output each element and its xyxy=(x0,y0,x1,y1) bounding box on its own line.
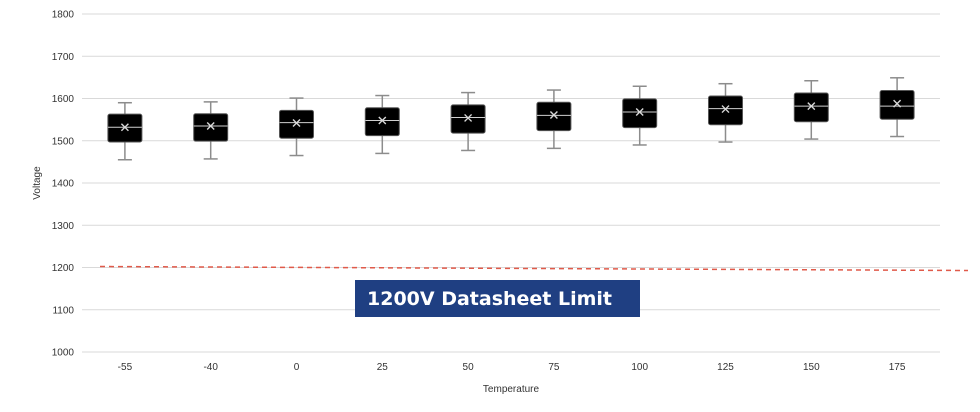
mean-marker xyxy=(807,102,816,111)
x-tick-label: -55 xyxy=(118,362,133,373)
box-plot--55 xyxy=(107,101,143,161)
box-plot-150 xyxy=(793,80,829,140)
box-plot-100 xyxy=(622,85,658,146)
box-plot-25 xyxy=(364,94,400,155)
mean-marker xyxy=(635,108,644,117)
datasheet-limit-line xyxy=(99,265,969,272)
x-tick-label: 125 xyxy=(717,362,734,373)
x-tick-label: 175 xyxy=(889,362,906,373)
box-iqr xyxy=(879,89,915,120)
y-tick-label: 1600 xyxy=(52,94,75,105)
y-tick-label: 1400 xyxy=(52,179,75,190)
box-plot-175 xyxy=(879,77,915,138)
mean-marker xyxy=(206,121,215,130)
y-tick-label: 1800 xyxy=(52,10,75,21)
reference-line-group xyxy=(99,265,969,272)
x-tick-label: 25 xyxy=(377,362,389,373)
x-tick-label: -40 xyxy=(203,362,218,373)
box-iqr xyxy=(622,98,658,129)
annotation-banner: 1200V Datasheet Limit xyxy=(355,280,640,317)
box-iqr xyxy=(279,109,314,139)
y-tick-label: 1100 xyxy=(52,305,74,316)
box-iqr xyxy=(536,101,572,132)
x-tick-label: 0 xyxy=(294,362,300,373)
box-plot--40 xyxy=(193,101,229,160)
box-series xyxy=(107,77,915,161)
x-axis-title: Temperature xyxy=(483,384,540,395)
y-axis-ticks: 1000 1100 1200 1300 1400 1500 1600 1700 1800 xyxy=(52,10,75,359)
y-axis-title: Voltage xyxy=(32,166,43,200)
y-tick-label: 1500 xyxy=(52,136,75,147)
mean-marker xyxy=(549,110,558,119)
mean-marker xyxy=(120,123,129,132)
mean-marker xyxy=(292,119,301,127)
mean-marker xyxy=(464,113,473,122)
box-iqr xyxy=(450,104,486,134)
annotation-banner-background xyxy=(355,280,640,317)
y-tick-label: 1200 xyxy=(52,263,75,274)
mean-marker xyxy=(721,105,730,114)
box-iqr xyxy=(708,95,743,126)
annotation-banner-text: 1200V Datasheet Limit xyxy=(367,288,612,310)
x-tick-label: 150 xyxy=(803,362,820,373)
x-tick-label: 100 xyxy=(631,362,648,373)
x-tick-label: 75 xyxy=(548,362,560,373)
x-tick-label: 50 xyxy=(463,362,475,373)
box-plot-125 xyxy=(708,82,743,143)
box-iqr xyxy=(364,107,400,137)
y-tick-label: 1700 xyxy=(52,52,75,63)
box-iqr xyxy=(193,113,229,142)
box-iqr xyxy=(793,92,829,123)
y-tick-label: 1300 xyxy=(52,221,75,232)
box-plot-0 xyxy=(279,97,314,157)
mean-marker xyxy=(378,116,387,125)
mean-marker xyxy=(893,99,902,108)
x-axis-ticks: -55 -40 0 25 50 75 100 125 150 175 xyxy=(118,362,906,373)
box-plot-75 xyxy=(536,89,572,150)
box-plot-50 xyxy=(450,91,486,152)
y-tick-label: 1000 xyxy=(52,348,75,359)
